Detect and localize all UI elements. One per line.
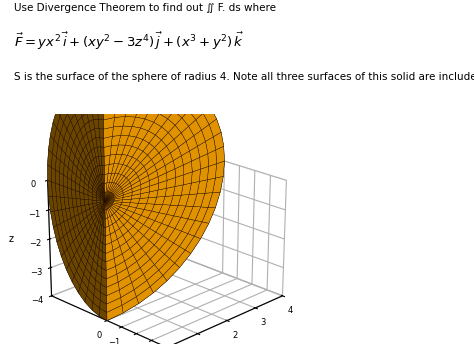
Text: S is the surface of the sphere of radius 4. Note all three surfaces of this soli: S is the surface of the sphere of radius… xyxy=(14,72,474,82)
Text: $\vec{F} = yx^2\,\vec{i} + (xy^2 - 3z^4)\,\vec{j} + (x^3 + y^2)\,\vec{k}$: $\vec{F} = yx^2\,\vec{i} + (xy^2 - 3z^4)… xyxy=(14,31,244,52)
Text: Use Divergence Theorem to find out ∬ F. ds where: Use Divergence Theorem to find out ∬ F. … xyxy=(14,3,276,13)
